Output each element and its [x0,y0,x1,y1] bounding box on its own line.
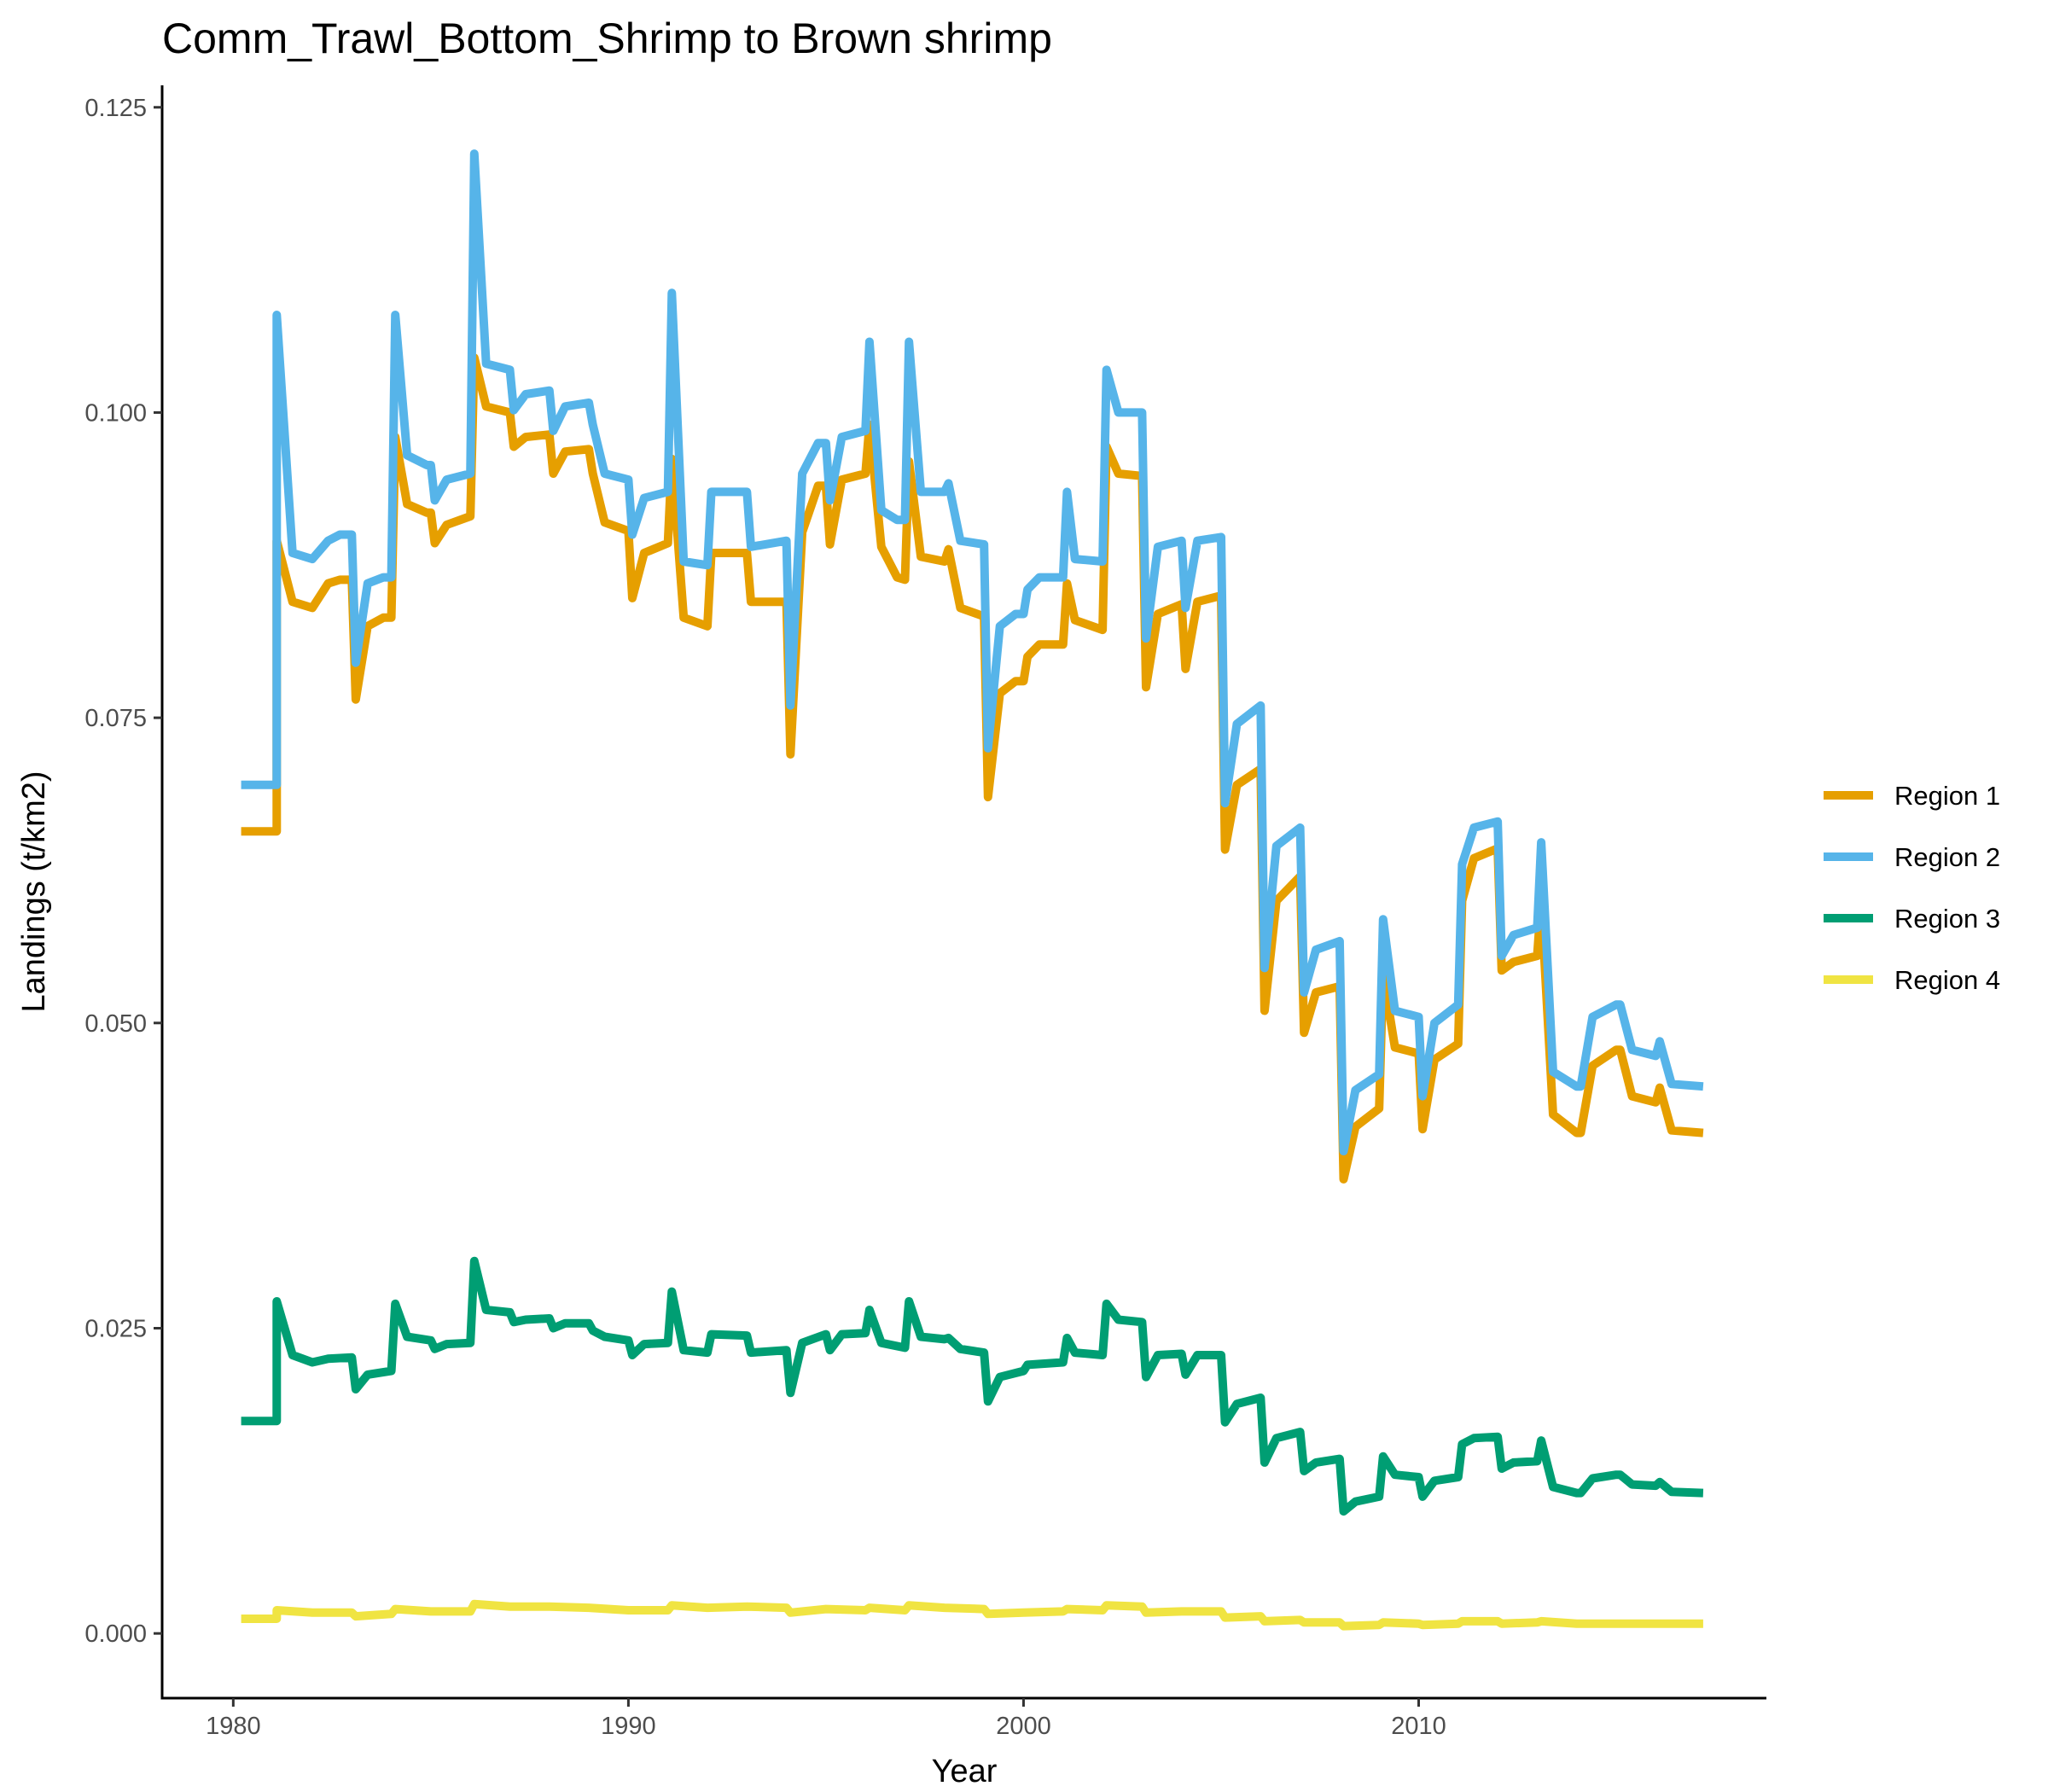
x-axis-ticks: 1980 1990 2000 2010 [206,1698,1446,1740]
y-axis-ticks: 0.000 0.025 0.050 0.075 0.100 0.125 [84,95,162,1648]
legend: Region 1 Region 2 Region 3 Region 4 [1824,781,2000,995]
legend-label-region-2: Region 2 [1894,842,2000,872]
x-tick-label: 2000 [996,1713,1051,1740]
series-line-region-4 [241,1599,1703,1631]
series-layer [241,149,1704,1631]
series-line-region-3 [241,1256,1704,1516]
y-tick-label: 0.100 [84,399,147,427]
y-tick-label: 0.025 [84,1315,147,1342]
y-tick-label: 0.075 [84,705,147,732]
chart-title: Comm_Trawl_Bottom_Shrimp to Brown shrimp [162,15,1052,62]
x-tick-label: 1990 [601,1713,656,1740]
legend-label-region-1: Region 1 [1894,781,2000,811]
y-tick-label: 0.050 [84,1010,147,1038]
y-tick-label: 0.000 [84,1620,147,1648]
legend-label-region-3: Region 3 [1894,904,2000,934]
y-tick-label: 0.125 [84,95,147,122]
y-axis-title: Landings (t/km2) [16,771,52,1012]
legend-label-region-4: Region 4 [1894,965,2000,995]
x-tick-label: 2010 [1391,1713,1446,1740]
x-tick-label: 1980 [206,1713,261,1740]
series-line-region-2 [241,149,1704,1155]
x-axis-title: Year [932,1754,998,1789]
